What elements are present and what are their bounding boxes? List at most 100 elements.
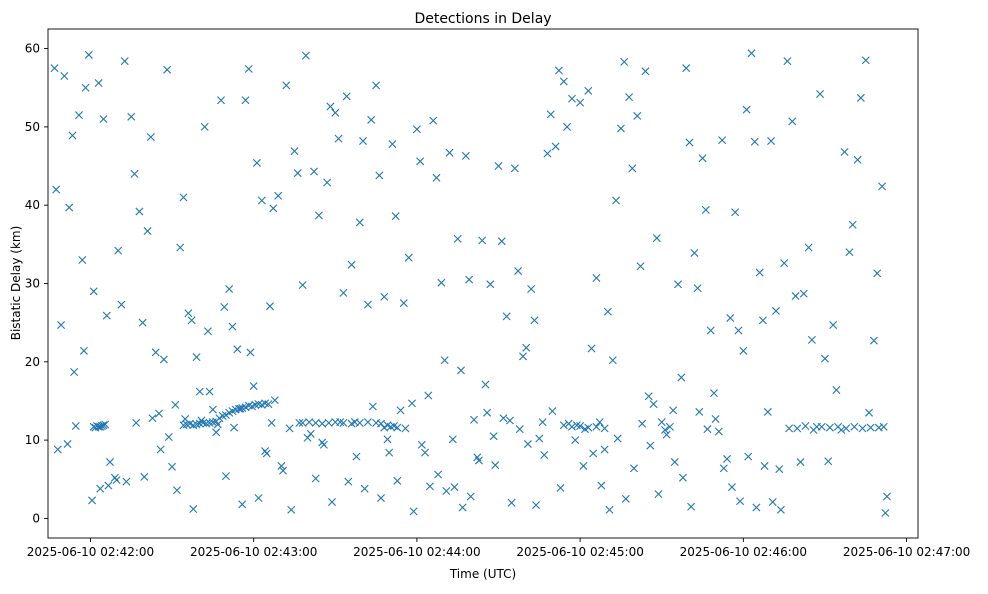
detection-point [130, 169, 139, 178]
detection-point [393, 476, 402, 485]
detection-point [238, 500, 247, 509]
detection-point [620, 57, 629, 66]
detection-point [319, 440, 328, 449]
detection-point [567, 422, 576, 431]
detection-point [89, 287, 98, 296]
detection-point [208, 405, 217, 414]
detection-point [453, 234, 462, 243]
detection-point [592, 422, 601, 431]
detection-point [264, 400, 273, 409]
detection-point [117, 300, 126, 309]
x-tick-label: 2025-06-10 02:44:00 [353, 545, 480, 559]
detection-point [257, 196, 266, 205]
detection-point [355, 218, 364, 227]
detection-point [53, 445, 62, 454]
detection-point [172, 486, 181, 495]
chart-title: Detections in Delay [414, 11, 551, 27]
detection-point [233, 345, 242, 354]
detection-point [736, 497, 745, 506]
detection-point [742, 105, 751, 114]
detection-point [489, 432, 498, 441]
detection-point [865, 408, 874, 417]
detection-point [840, 147, 849, 156]
detection-point [399, 299, 408, 308]
detection-point [143, 227, 152, 236]
detection-point [873, 269, 882, 278]
x-axis-label: Time (UTC) [449, 567, 516, 581]
detection-point [693, 284, 702, 293]
detection-point [71, 422, 80, 431]
detection-point [530, 316, 539, 325]
detection-point [807, 335, 816, 344]
detection-point [804, 243, 813, 252]
detection-point [267, 418, 276, 427]
detection-point [603, 307, 612, 316]
detection-point [151, 348, 160, 357]
detection-point [644, 392, 653, 401]
detection-point [522, 343, 531, 352]
detection-point [331, 418, 340, 427]
detection-point [612, 196, 621, 205]
detection-point [629, 464, 638, 473]
detection-point [829, 321, 838, 329]
detection-point [408, 399, 416, 408]
detection-point [328, 497, 337, 506]
y-tick-label: 60 [25, 42, 40, 56]
detection-point [595, 418, 604, 427]
detection-point [424, 391, 433, 400]
detection-point [587, 344, 596, 353]
detection-point [184, 309, 193, 318]
detection-point [75, 111, 84, 120]
detection-point [474, 456, 483, 465]
detection-point [734, 326, 743, 335]
detection-point [711, 414, 720, 423]
detection-point [84, 50, 93, 59]
detection-point [458, 503, 467, 512]
detection-point [368, 402, 377, 411]
detection-point [616, 124, 625, 133]
detection-point [548, 407, 557, 416]
detection-point [78, 256, 87, 264]
detection-point [148, 414, 157, 423]
detection-point [220, 303, 229, 311]
detection-point [112, 476, 121, 485]
detection-point [425, 482, 434, 491]
detection-point [432, 173, 441, 182]
detection-point [215, 414, 224, 423]
detection-point [359, 136, 368, 145]
detection-point [429, 116, 438, 125]
detection-point [303, 433, 312, 442]
detection-point [342, 92, 351, 101]
detection-point [269, 204, 278, 213]
detection-point [605, 505, 614, 514]
detection-point [96, 484, 105, 493]
detection-point [409, 507, 418, 516]
detection-point [295, 418, 304, 427]
detection-point [221, 472, 230, 481]
detection-point [355, 418, 364, 427]
detection-point [421, 448, 430, 457]
detection-point [168, 462, 177, 471]
detection-point [360, 484, 369, 493]
detection-point [274, 191, 283, 200]
detection-point [266, 302, 274, 311]
detection-point [856, 93, 865, 102]
detection-point [576, 422, 585, 431]
detection-point [584, 423, 593, 432]
detection-point [363, 300, 372, 309]
detection-point [323, 178, 332, 187]
detection-point [878, 182, 887, 191]
detection-point [212, 428, 221, 437]
detection-point [801, 422, 810, 431]
detection-point [314, 211, 323, 220]
detection-point [809, 425, 818, 434]
detection-point [230, 423, 239, 432]
detection-point [685, 138, 694, 147]
detection-point [709, 389, 718, 398]
detection-point [478, 236, 487, 245]
detection-point [106, 458, 115, 467]
detection-point [465, 275, 474, 284]
detection-point [636, 262, 645, 271]
detection-point [698, 154, 707, 163]
x-tick-label: 2025-06-10 02:46:00 [680, 545, 807, 559]
